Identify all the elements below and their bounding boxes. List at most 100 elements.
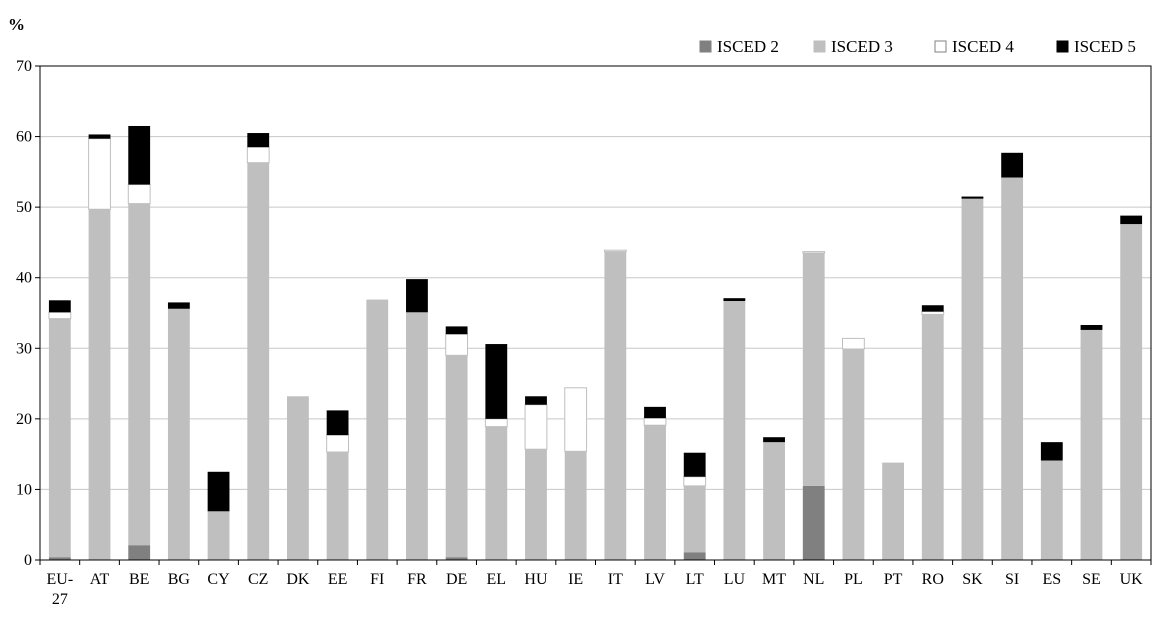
bar-lt-isced-4	[683, 476, 707, 487]
bar-stack-cy	[207, 471, 230, 560]
bar-at-isced-4	[88, 138, 111, 210]
x-category-label: FR	[407, 571, 427, 588]
legend-item-isced-2: ISCED 2	[699, 37, 779, 56]
legend-swatch	[813, 40, 826, 53]
bar-hu-isced-5	[525, 396, 547, 405]
bar-stack-ee	[326, 410, 350, 560]
x-category-labels: EU-27 AT BE BG CY CZ DK EE FI FR DE EL HU IE IT LV LT LU M…	[47, 571, 1144, 608]
bar-bg-isced-3	[167, 308, 190, 560]
bar-stack-se	[1080, 324, 1103, 560]
bar-stack-lu	[723, 298, 746, 560]
bar-ie-isced-3	[564, 451, 587, 560]
x-category-label: CY	[207, 571, 230, 588]
bar-stack-ie	[564, 387, 588, 560]
y-tick-label: 50	[16, 199, 32, 216]
x-category-label: BG	[168, 571, 191, 588]
bar-hu-isced-3	[525, 449, 547, 560]
legend-item-isced-4: ISCED 4	[934, 37, 1014, 56]
bar-stack-it	[603, 249, 627, 561]
bar-de-isced-3	[445, 355, 468, 558]
bar-se-isced-3	[1080, 329, 1103, 560]
y-tick-labels: 0 10 20 30 40 50 60 70	[16, 58, 32, 569]
bar-ie-isced-4	[564, 387, 588, 452]
bar-lt-isced-3	[683, 485, 706, 553]
bar-stack-sk	[961, 196, 984, 560]
x-category-label: BE	[129, 571, 149, 588]
y-tick-label: 10	[16, 481, 32, 498]
x-category-label: DE	[446, 571, 467, 588]
bar-be-isced-5	[128, 125, 151, 185]
bar-eu-27-isced-3	[48, 318, 71, 558]
x-category-label: LT	[686, 571, 704, 588]
x-category-label: PL	[844, 571, 863, 588]
bar-ee-isced-5	[326, 410, 349, 436]
x-category-label: MT	[762, 571, 786, 588]
bar-cz-isced-5	[247, 133, 270, 148]
y-tick-label: 20	[16, 411, 32, 428]
bar-stack-lv	[643, 406, 667, 560]
x-category-label: NL	[803, 571, 824, 588]
bar-it-isced-3	[604, 251, 627, 561]
axes	[35, 65, 1152, 565]
gridlines	[40, 136, 1151, 490]
bar-cz-isced-4	[246, 146, 270, 164]
bar-be-isced-4	[127, 184, 151, 205]
bar-mt-isced-5	[763, 437, 785, 443]
bar-stack-eu-27	[48, 300, 72, 560]
bar-stack-at	[88, 134, 111, 560]
bar-de-isced-2	[445, 557, 468, 560]
x-category-label: PT	[884, 571, 903, 588]
bar-nl-isced-3	[802, 253, 825, 486]
legend-label: ISCED 3	[831, 37, 893, 56]
x-category-label: EU-27	[47, 571, 74, 608]
x-category-label: EL	[487, 571, 507, 588]
bar-be-isced-2	[128, 545, 151, 560]
y-tick-label: 30	[16, 340, 32, 357]
bar-eu-27-isced-4	[48, 311, 72, 320]
bar-stack-hu	[524, 396, 548, 560]
bar-ro-isced-5	[921, 305, 944, 312]
y-tick-label: 0	[24, 552, 32, 569]
bar-fr-isced-5	[406, 279, 428, 313]
bar-de-isced-5	[445, 326, 468, 335]
bar-hu-isced-4	[524, 404, 548, 450]
x-category-label: LU	[724, 571, 746, 588]
x-category-label: CZ	[248, 571, 268, 588]
bar-lv-isced-3	[644, 425, 666, 560]
bar-bg-isced-5	[167, 302, 190, 309]
legend-swatch	[934, 40, 947, 53]
bar-lt-isced-2	[683, 552, 706, 560]
x-category-label: LV	[645, 571, 665, 588]
x-category-label: FI	[370, 571, 384, 588]
y-tick-label: 60	[16, 129, 32, 146]
x-category-label: HU	[524, 571, 548, 588]
y-tick-label: 40	[16, 270, 32, 287]
y-axis-unit-label: %	[8, 15, 25, 34]
x-category-label: SE	[1082, 571, 1101, 588]
bar-dk-isced-3	[286, 396, 309, 560]
bar-ee-isced-3	[326, 452, 349, 560]
x-category-label: UK	[1120, 571, 1144, 588]
bar-ro-isced-4	[921, 311, 945, 315]
bar-at-isced-3	[88, 209, 111, 560]
bar-pl-isced-3	[842, 348, 865, 560]
legend-item-isced-5: ISCED 5	[1056, 37, 1136, 56]
bar-se-isced-5	[1080, 324, 1103, 330]
x-category-label: SK	[962, 571, 983, 588]
bar-stack-nl	[802, 251, 826, 560]
legend: ISCED 2 ISCED 3 ISCED 4 ISCED 5	[699, 37, 1136, 56]
x-category-label: EE	[328, 571, 348, 588]
legend-item-isced-3: ISCED 3	[813, 37, 893, 56]
bar-stack-el	[484, 344, 508, 560]
bar-pt-isced-3	[882, 462, 905, 560]
bar-stack-mt	[763, 437, 785, 560]
legend-label: ISCED 2	[717, 37, 779, 56]
bar-stack-de	[445, 326, 469, 560]
bar-stack-pt	[882, 462, 905, 560]
bar-de-isced-4	[445, 333, 469, 356]
x-category-label: DK	[286, 571, 310, 588]
bar-ee-isced-4	[326, 434, 350, 453]
bar-lv-isced-5	[644, 406, 666, 419]
legend-swatch	[1056, 40, 1069, 53]
